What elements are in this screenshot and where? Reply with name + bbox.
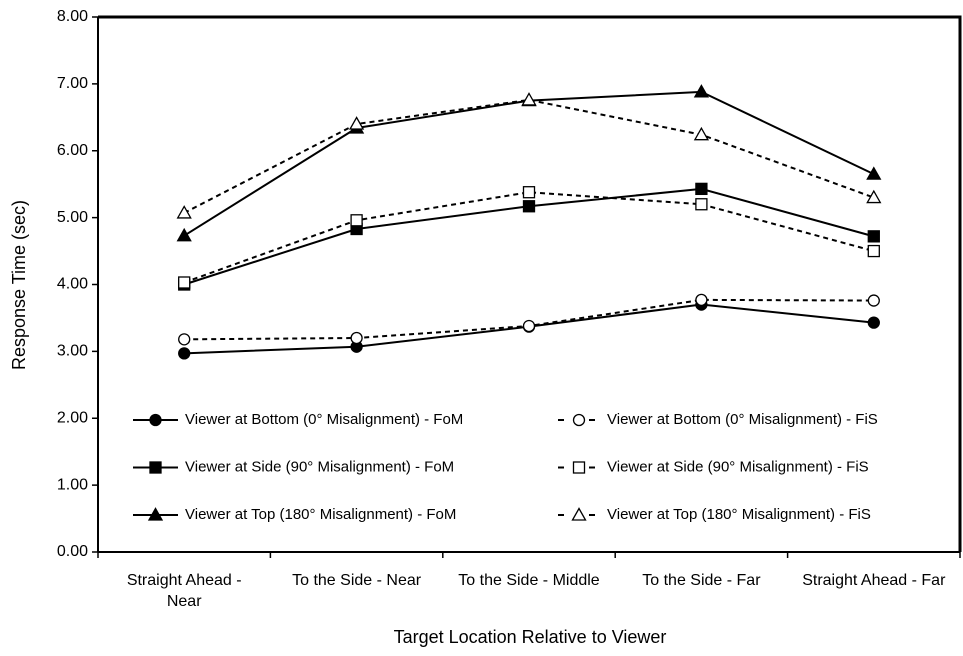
legend-marker xyxy=(149,413,162,427)
legend-label: Viewer at Top (180° Misalignment) - FiS xyxy=(607,506,871,523)
marker xyxy=(522,186,536,199)
marker xyxy=(867,230,880,243)
marker xyxy=(522,319,536,333)
y-tick-label: 4.00 xyxy=(57,276,88,293)
x-tick-label: Straight Ahead - Far xyxy=(802,572,946,589)
marker xyxy=(176,227,192,242)
legend-marker xyxy=(147,507,164,521)
marker xyxy=(867,244,880,258)
marker xyxy=(693,126,710,141)
legend-marker xyxy=(572,461,586,474)
marker xyxy=(178,276,191,289)
series-line xyxy=(184,298,874,341)
marker xyxy=(178,333,191,346)
legend-label: Viewer at Bottom (0° Misalignment) - FoM xyxy=(185,411,463,428)
marker xyxy=(695,293,708,307)
x-tick-label: To the Side - Far xyxy=(642,572,761,589)
series-line xyxy=(183,90,875,237)
marker xyxy=(867,316,880,329)
y-tick-label: 6.00 xyxy=(57,142,88,159)
series-line xyxy=(183,98,875,214)
marker xyxy=(693,84,710,98)
y-tick-label: 0.00 xyxy=(57,543,88,560)
marker xyxy=(521,92,537,106)
y-tick-label: 2.00 xyxy=(57,409,88,426)
marker xyxy=(866,189,882,204)
marker xyxy=(695,198,708,211)
marker xyxy=(348,116,365,130)
y-tick-label: 8.00 xyxy=(57,8,88,25)
marker xyxy=(867,294,880,307)
legend-marker xyxy=(571,507,587,521)
marker xyxy=(178,347,191,360)
marker xyxy=(350,214,363,227)
legend-label: Viewer at Side (90° Misalignment) - FoM xyxy=(185,458,454,475)
x-axis-title: Target Location Relative to Viewer xyxy=(394,627,667,647)
x-tick-label: Straight Ahead -Near xyxy=(127,572,242,610)
marker xyxy=(866,166,882,180)
legend-marker xyxy=(572,413,586,427)
legend-label: Viewer at Bottom (0° Misalignment) - FiS xyxy=(607,411,878,428)
x-tick-label: To the Side - Middle xyxy=(458,572,600,589)
legend-label: Viewer at Side (90° Misalignment) - FiS xyxy=(607,458,869,475)
y-tick-label: 1.00 xyxy=(57,476,88,493)
marker xyxy=(176,205,192,219)
y-axis-title: Response Time (sec) xyxy=(9,200,29,370)
marker xyxy=(350,331,363,345)
legend-label: Viewer at Top (180° Misalignment) - FoM xyxy=(185,506,456,523)
legend-marker xyxy=(149,461,162,474)
y-tick-label: 5.00 xyxy=(57,209,88,226)
marker xyxy=(695,182,708,196)
marker xyxy=(522,200,536,213)
y-tick-label: 7.00 xyxy=(57,75,88,92)
y-tick-label: 3.00 xyxy=(57,343,88,360)
x-tick-label: To the Side - Near xyxy=(292,572,422,589)
